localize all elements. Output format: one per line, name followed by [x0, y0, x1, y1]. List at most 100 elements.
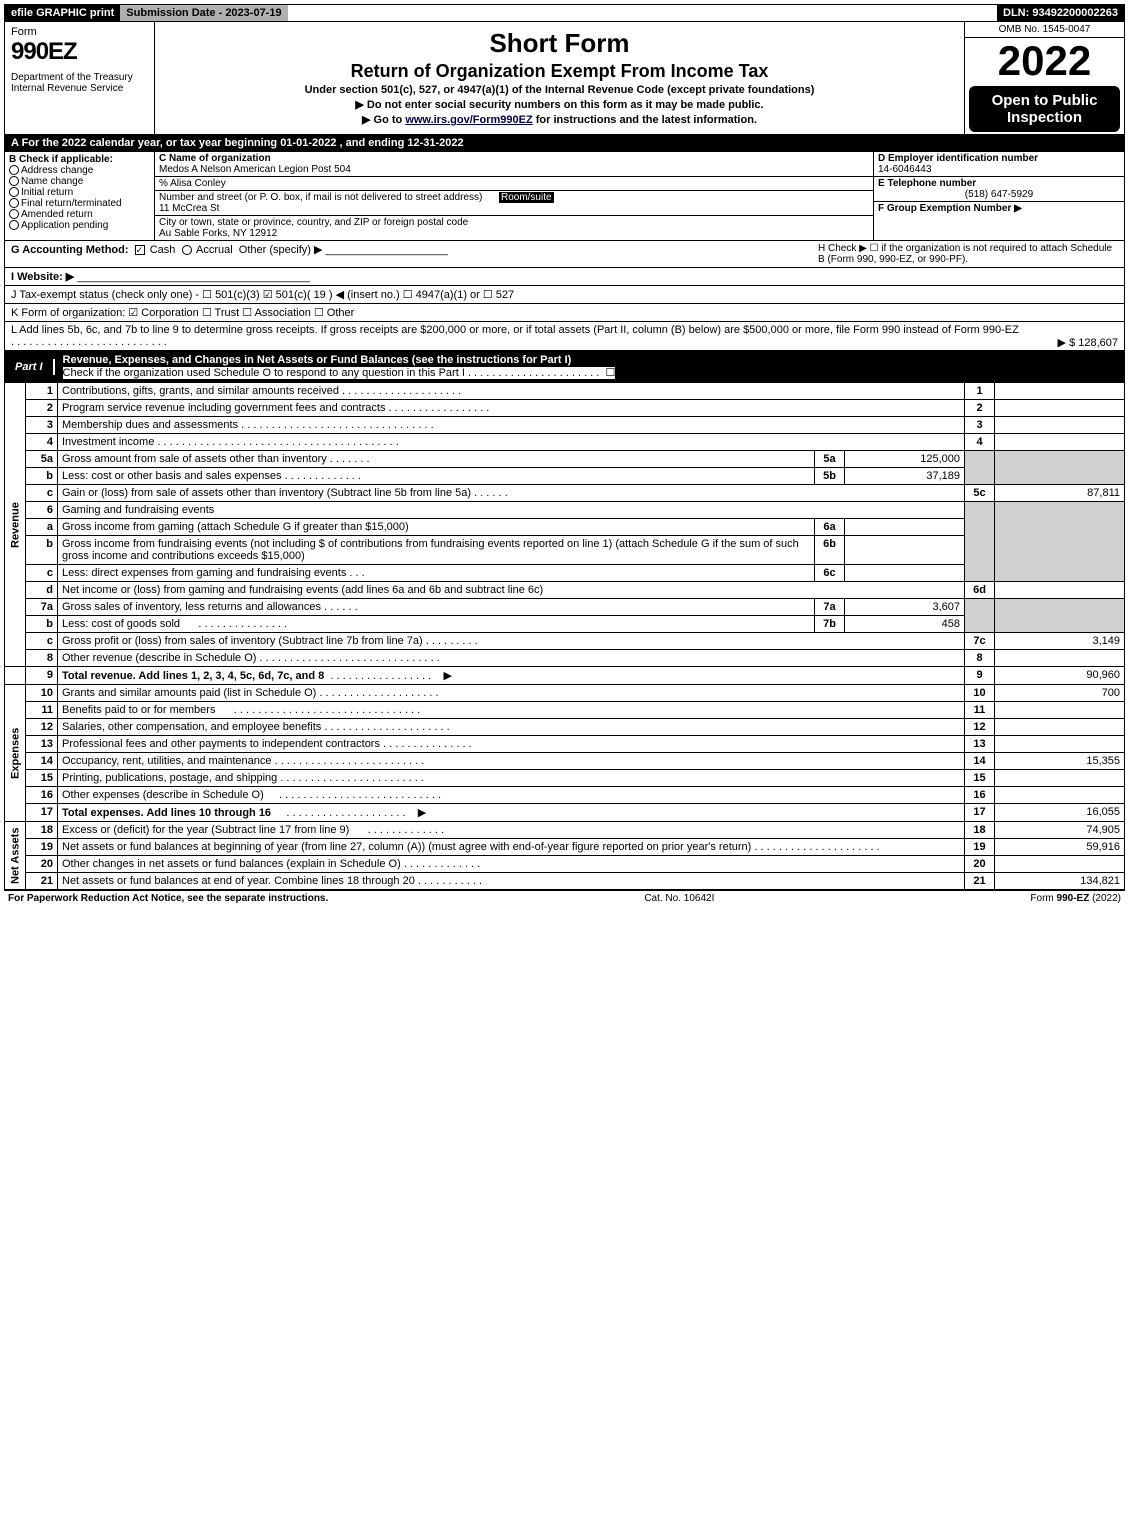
section-g-h: G Accounting Method: Cash Accrual Other …	[4, 241, 1125, 268]
sub-lbl: 6b	[815, 536, 845, 565]
ln-no: 8	[26, 650, 58, 667]
res-lbl: 8	[965, 650, 995, 667]
ln-desc: Professional fees and other payments to …	[62, 738, 380, 750]
sub-val: 3,607	[845, 599, 965, 616]
shade-cell	[965, 599, 995, 633]
section-b-label: B Check if applicable:	[9, 154, 150, 165]
res-val: 59,916	[995, 839, 1125, 856]
line-3: 3 Membership dues and assessments . . . …	[5, 417, 1125, 434]
line-5a: 5a Gross amount from sale of assets othe…	[5, 451, 1125, 468]
section-b: B Check if applicable: Address change Na…	[5, 152, 155, 240]
sub-lbl: 6a	[815, 519, 845, 536]
res-lbl: 16	[965, 787, 995, 804]
res-lbl: 4	[965, 434, 995, 451]
res-lbl: 17	[965, 804, 995, 822]
side-revenue: Revenue	[5, 383, 26, 667]
chk-amended-return[interactable]: Amended return	[9, 209, 150, 220]
part-i-check[interactable]: ☐	[605, 367, 615, 379]
line-2: 2 Program service revenue including gove…	[5, 400, 1125, 417]
res-lbl: 6d	[965, 582, 995, 599]
ein-label: D Employer identification number	[878, 153, 1038, 164]
ln-no: d	[26, 582, 58, 599]
ln-no: 21	[26, 873, 58, 890]
website-label: I Website: ▶	[11, 271, 74, 283]
res-val	[995, 736, 1125, 753]
city-label: City or town, state or province, country…	[159, 217, 468, 228]
subtitle: Under section 501(c), 527, or 4947(a)(1)…	[159, 84, 960, 96]
dept-treasury: Department of the Treasury Internal Reve…	[11, 72, 148, 94]
res-val: 74,905	[995, 822, 1125, 839]
line-12: 12 Salaries, other compensation, and emp…	[5, 719, 1125, 736]
section-k: K Form of organization: ☑ Corporation ☐ …	[4, 304, 1125, 322]
part-i-title: Revenue, Expenses, and Changes in Net As…	[63, 354, 572, 366]
sub-val	[845, 565, 965, 582]
ln-no: a	[26, 519, 58, 536]
chk-label: Initial return	[21, 187, 73, 198]
line-6a: a Gross income from gaming (attach Sched…	[5, 519, 1125, 536]
line-7a: 7a Gross sales of inventory, less return…	[5, 599, 1125, 616]
ln-desc: Gaming and fundraising events	[58, 502, 965, 519]
line-9: 9 Total revenue. Add lines 1, 2, 3, 4, 5…	[5, 667, 1125, 685]
chk-final-return[interactable]: Final return/terminated	[9, 198, 150, 209]
ln-no: 11	[26, 702, 58, 719]
res-val	[995, 787, 1125, 804]
res-val	[995, 383, 1125, 400]
part-i-check-line: Check if the organization used Schedule …	[63, 367, 465, 379]
ln-no: b	[26, 536, 58, 565]
ln-desc: Excess or (deficit) for the year (Subtra…	[62, 824, 349, 836]
res-lbl: 7c	[965, 633, 995, 650]
line-5c: c Gain or (loss) from sale of assets oth…	[5, 485, 1125, 502]
footer-left: For Paperwork Reduction Act Notice, see …	[8, 893, 328, 904]
chk-name-change[interactable]: Name change	[9, 176, 150, 187]
ln-desc: Other changes in net assets or fund bala…	[62, 858, 401, 870]
line-10: Expenses 10 Grants and similar amounts p…	[5, 685, 1125, 702]
ln-no: 18	[26, 822, 58, 839]
sub-val: 37,189	[845, 468, 965, 485]
chk-label: Name change	[21, 176, 83, 187]
ln-desc: Less: cost of goods sold	[62, 618, 180, 630]
chk-address-change[interactable]: Address change	[9, 165, 150, 176]
efile-print[interactable]: efile GRAPHIC print	[5, 5, 120, 21]
res-val	[995, 400, 1125, 417]
ln-no: c	[26, 565, 58, 582]
ln-no: c	[26, 633, 58, 650]
shade-cell	[965, 451, 995, 485]
ln-desc: Net assets or fund balances at beginning…	[62, 841, 751, 853]
omb-no: OMB No. 1545-0047	[965, 22, 1124, 38]
ln-no: b	[26, 468, 58, 485]
ln-no: 13	[26, 736, 58, 753]
title-return: Return of Organization Exempt From Incom…	[159, 61, 960, 82]
ln-no: 7a	[26, 599, 58, 616]
sub-lbl: 7b	[815, 616, 845, 633]
sub-val: 458	[845, 616, 965, 633]
chk-application-pending[interactable]: Application pending	[9, 220, 150, 231]
sub-val	[845, 519, 965, 536]
ln-no: 4	[26, 434, 58, 451]
ln-no: 16	[26, 787, 58, 804]
line-6b: b Gross income from fundraising events (…	[5, 536, 1125, 565]
ln-no: 19	[26, 839, 58, 856]
ln-no: 10	[26, 685, 58, 702]
chk-initial-return[interactable]: Initial return	[9, 187, 150, 198]
ln-desc: Net assets or fund balances at end of ye…	[62, 875, 415, 887]
sub-lbl: 5b	[815, 468, 845, 485]
res-val	[995, 719, 1125, 736]
instr-suffix: for instructions and the latest informat…	[536, 114, 757, 126]
section-j: J Tax-exempt status (check only one) - ☐…	[4, 286, 1125, 304]
g-label: G Accounting Method:	[11, 244, 129, 256]
irs-link[interactable]: www.irs.gov/Form990EZ	[405, 114, 532, 126]
ln-no: 6	[26, 502, 58, 519]
ln-no: 17	[26, 804, 58, 822]
shade-cell	[995, 451, 1125, 485]
sub-lbl: 6c	[815, 565, 845, 582]
section-h: H Check ▶ ☐ if the organization is not r…	[818, 243, 1118, 265]
form-header: Form 990EZ Department of the Treasury In…	[4, 22, 1125, 135]
res-lbl: 20	[965, 856, 995, 873]
chk-cash[interactable]	[135, 245, 145, 255]
chk-accrual[interactable]	[182, 245, 192, 255]
res-lbl: 1	[965, 383, 995, 400]
res-val: 90,960	[995, 667, 1125, 685]
chk-label: Amended return	[21, 209, 93, 220]
ln-no: 15	[26, 770, 58, 787]
ln-desc: Contributions, gifts, grants, and simila…	[62, 385, 339, 397]
